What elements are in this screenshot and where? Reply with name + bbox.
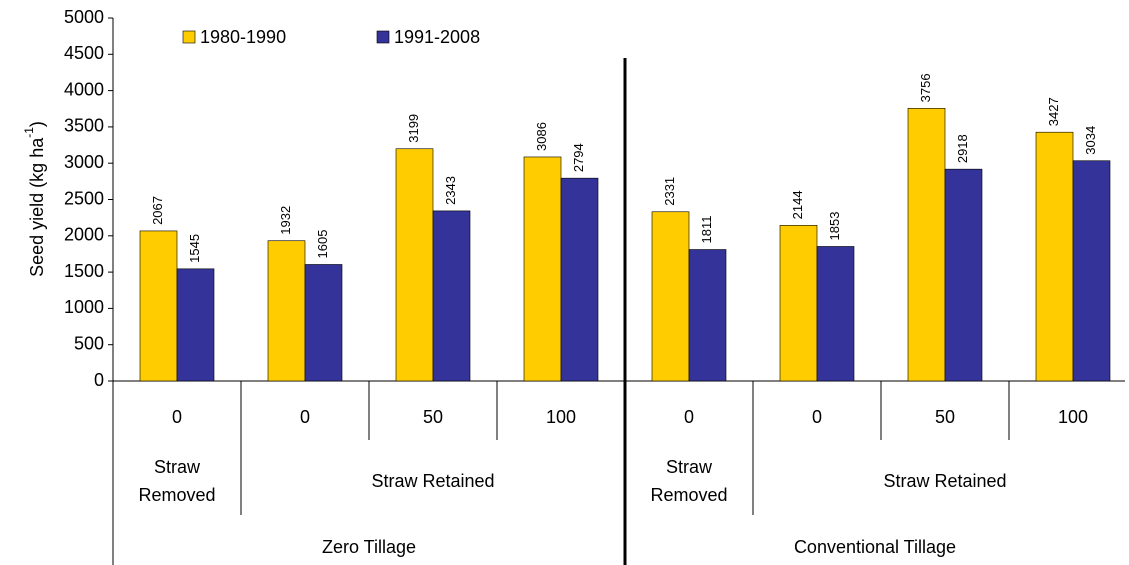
y-tick-label: 3500 bbox=[64, 116, 104, 136]
bar bbox=[267, 240, 306, 382]
y-axis-label-text: Seed yield (kg ha bbox=[27, 137, 47, 277]
y-tick-label: 1000 bbox=[64, 297, 104, 317]
bar bbox=[560, 177, 599, 382]
subgroup-label: Straw Retained bbox=[883, 471, 1006, 491]
value-label: 1545 bbox=[187, 234, 202, 263]
bar bbox=[432, 210, 471, 382]
value-label: 2918 bbox=[955, 134, 970, 163]
legend-swatch bbox=[376, 30, 390, 44]
x-tick-label: 50 bbox=[423, 407, 443, 427]
bar bbox=[1035, 131, 1074, 382]
legend-swatch bbox=[182, 30, 196, 44]
y-axis-label: Seed yield (kg ha-1) bbox=[22, 121, 47, 277]
y-tick-label: 5000 bbox=[64, 7, 104, 27]
bar bbox=[1072, 160, 1111, 382]
y-tick-label: 0 bbox=[94, 370, 104, 390]
group-label: Zero Tillage bbox=[322, 537, 416, 557]
bar bbox=[523, 156, 562, 382]
value-label: 3427 bbox=[1046, 97, 1061, 126]
y-tick-label: 2500 bbox=[64, 188, 104, 208]
bar bbox=[395, 148, 434, 382]
subgroup-label: Straw Retained bbox=[371, 471, 494, 491]
bar bbox=[907, 108, 946, 382]
y-tick-label: 3000 bbox=[64, 152, 104, 172]
value-label: 2331 bbox=[662, 177, 677, 206]
value-label: 2343 bbox=[443, 176, 458, 205]
x-tick-label: 0 bbox=[300, 407, 310, 427]
value-label: 1932 bbox=[278, 206, 293, 235]
group-label: Conventional Tillage bbox=[794, 537, 956, 557]
x-tick-label: 0 bbox=[172, 407, 182, 427]
y-tick-label: 2000 bbox=[64, 225, 104, 245]
subgroup-label: Removed bbox=[650, 485, 727, 505]
y-tick-label: 1500 bbox=[64, 261, 104, 281]
value-label: 3199 bbox=[406, 114, 421, 143]
bar bbox=[651, 211, 690, 382]
value-label: 2144 bbox=[790, 190, 805, 219]
legend-label: 1980-1990 bbox=[200, 27, 286, 47]
y-axis-label-end: ) bbox=[27, 121, 47, 127]
bar bbox=[779, 225, 818, 382]
bar bbox=[688, 249, 727, 382]
bar bbox=[304, 264, 343, 382]
y-tick-label: 4500 bbox=[64, 43, 104, 63]
x-tick-label: 100 bbox=[546, 407, 576, 427]
value-label: 3756 bbox=[918, 73, 933, 102]
value-label: 1605 bbox=[315, 230, 330, 259]
y-tick-label: 500 bbox=[74, 333, 104, 353]
x-tick-label: 50 bbox=[935, 407, 955, 427]
value-label: 3034 bbox=[1083, 126, 1098, 155]
subgroup-label: Straw bbox=[154, 457, 201, 477]
value-label: 3086 bbox=[534, 122, 549, 151]
y-axis-label-sup: -1 bbox=[22, 127, 36, 138]
value-label: 2794 bbox=[571, 143, 586, 172]
x-tick-label: 0 bbox=[812, 407, 822, 427]
subgroup-label: Straw bbox=[666, 457, 713, 477]
x-tick-label: 100 bbox=[1058, 407, 1088, 427]
subgroup-label: Removed bbox=[138, 485, 215, 505]
x-tick-label: 0 bbox=[684, 407, 694, 427]
bar bbox=[816, 246, 855, 382]
bar bbox=[944, 168, 983, 382]
bar bbox=[139, 230, 178, 382]
legend-label: 1991-2008 bbox=[394, 27, 480, 47]
bar bbox=[176, 268, 215, 382]
value-label: 2067 bbox=[150, 196, 165, 225]
value-label: 1811 bbox=[699, 216, 714, 244]
y-tick-label: 4000 bbox=[64, 79, 104, 99]
value-label: 1853 bbox=[827, 212, 842, 241]
